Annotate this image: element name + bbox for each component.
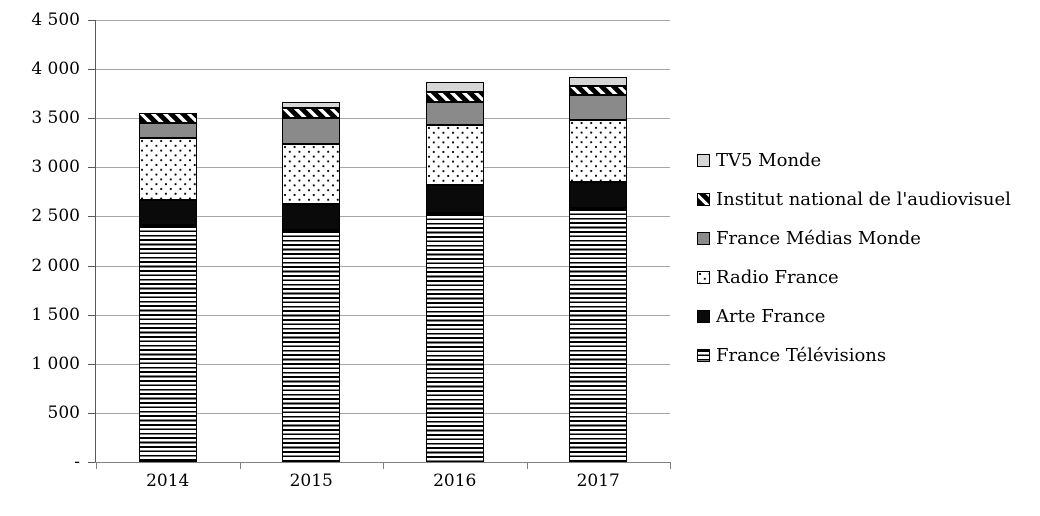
bar-segment-ftv-2016 — [425, 212, 484, 462]
bar-segment-arte-2015 — [282, 204, 341, 230]
bar-segment-fmm-2017 — [569, 94, 628, 121]
y-axis-label: 4 500 — [31, 10, 80, 30]
y-axis-tick — [88, 462, 95, 463]
y-axis-label: - — [74, 452, 80, 472]
bar-segment-rf-2015 — [282, 144, 341, 205]
y-axis-label: 1 000 — [31, 353, 80, 374]
bar-segment-ftv-2015 — [282, 229, 341, 462]
y-axis-tick — [88, 314, 95, 316]
gridline — [96, 216, 670, 218]
legend-label-ina: Institut national de l'audiovisuel — [716, 188, 1011, 210]
bar-segment-ina-2016 — [425, 92, 484, 102]
gridline — [96, 69, 670, 71]
bar-segment-rf-2014 — [138, 137, 197, 200]
bar-segment-tv5-2017 — [569, 76, 628, 86]
bar-segment-tv5-2016 — [425, 82, 484, 93]
bar-segment-ina-2014 — [138, 113, 197, 123]
legend-label-fmm: France Médias Monde — [716, 227, 921, 249]
legend-swatch-tv5 — [697, 153, 710, 167]
bar-segment-ftv-2017 — [569, 208, 628, 462]
y-axis-label: 2 000 — [31, 255, 80, 276]
x-axis-tick — [526, 462, 528, 469]
bar-segment-rf-2017 — [569, 120, 628, 182]
x-axis-tick — [670, 462, 671, 469]
bar-segment-ftv-2014 — [138, 224, 197, 462]
gridline — [96, 412, 670, 414]
y-axis-label: 3 500 — [31, 108, 80, 129]
y-axis-tick — [88, 69, 95, 71]
legend-item-ftv: France Télévisions — [697, 336, 886, 375]
legend-item-rf: Radio France — [697, 258, 839, 297]
legend-swatch-ina — [697, 192, 710, 206]
gridline — [96, 118, 670, 120]
y-axis-tick — [88, 20, 95, 21]
bar-segment-arte-2017 — [569, 181, 628, 209]
gridline — [96, 167, 670, 169]
gridline — [96, 314, 670, 316]
legend-label-arte: Arte France — [716, 305, 826, 327]
y-axis-label: 500 — [47, 402, 80, 423]
y-axis-tick — [88, 265, 95, 267]
y-axis-tick — [88, 363, 95, 365]
legend-label-ftv: France Télévisions — [716, 344, 887, 366]
x-axis-tick — [383, 462, 384, 469]
x-axis-tick — [239, 462, 241, 469]
legend-label-tv5: TV5 Monde — [716, 149, 822, 171]
bar-segment-tv5-2015 — [282, 102, 341, 108]
legend-swatch-rf — [697, 270, 710, 284]
y-axis-label: 1 500 — [31, 304, 80, 325]
y-axis-tick — [88, 216, 95, 218]
bar-segment-arte-2016 — [425, 185, 484, 213]
legend-item-arte: Arte France — [697, 297, 825, 336]
x-axis-label-2015: 2015 — [289, 471, 333, 491]
bar-segment-rf-2016 — [425, 125, 484, 185]
y-axis-label: 3 000 — [31, 157, 80, 178]
legend-item-fmm: France Médias Monde — [697, 219, 921, 258]
bar-segment-fmm-2016 — [425, 102, 484, 126]
gridline — [96, 20, 670, 21]
bar-segment-arte-2014 — [138, 199, 197, 225]
y-axis-label: 4 000 — [31, 59, 80, 80]
legend-swatch-arte — [697, 309, 710, 323]
y-axis-tick — [88, 118, 95, 120]
gridline — [96, 265, 670, 267]
gridline — [96, 363, 670, 365]
x-axis-label-2016: 2016 — [433, 471, 477, 491]
bar-segment-fmm-2014 — [138, 122, 197, 138]
x-axis-label-2014: 2014 — [146, 471, 190, 491]
bar-segment-ina-2015 — [282, 107, 341, 119]
x-axis-label-2017: 2017 — [576, 471, 620, 491]
y-axis-label: 2 500 — [31, 206, 80, 227]
legend-swatch-fmm — [697, 231, 710, 245]
y-axis-line — [95, 20, 96, 463]
y-axis-tick — [88, 412, 95, 414]
y-axis-tick — [88, 167, 95, 169]
x-axis-tick — [96, 462, 97, 469]
bar-segment-fmm-2015 — [282, 118, 341, 145]
legend-item-ina: Institut national de l'audiovisuel — [697, 180, 1011, 219]
bar-segment-ina-2017 — [569, 85, 628, 95]
legend-swatch-ftv — [697, 348, 710, 362]
legend-label-rf: Radio France — [716, 266, 839, 288]
legend-item-tv5: TV5 Monde — [697, 141, 821, 180]
